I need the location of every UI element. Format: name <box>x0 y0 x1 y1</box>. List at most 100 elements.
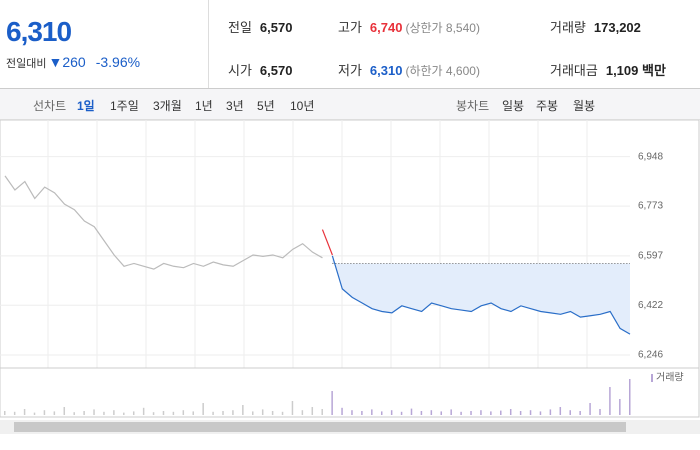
stat-sub: (상한가 8,540) <box>405 21 480 35</box>
volume-bar <box>132 411 135 415</box>
change-value: 260 <box>62 54 86 70</box>
plot-border <box>0 120 700 418</box>
volume-bar <box>490 411 492 415</box>
stat: 시가 6,570 <box>228 60 292 79</box>
change: 전일대비 ▼260 -3.96% <box>6 54 140 71</box>
summary: 6,310 전일대비 ▼260 -3.96% 전일 6,570 고가 6,740 (상한가 … <box>0 0 700 89</box>
volume-bar <box>609 387 611 415</box>
tab[interactable]: 5년 <box>257 99 275 113</box>
volume-bar <box>43 410 46 415</box>
legend-swatch <box>651 374 653 382</box>
scroll-thumb <box>14 422 626 432</box>
volume-bar <box>619 399 621 415</box>
price-line <box>331 255 631 335</box>
volume-bar <box>400 411 403 415</box>
volume-bar <box>152 412 155 415</box>
tab-bar: 선차트 1일 1주일 3개월 1년 3년 5년 10년 봉차트 일봉 주봉 월봉 <box>0 89 700 120</box>
stat-label: 고가 <box>338 20 362 35</box>
volume-bar <box>73 412 75 415</box>
stat-value: 6,570 <box>259 63 293 78</box>
area-fill <box>332 255 630 335</box>
volume-bar <box>123 412 125 415</box>
volume-bar <box>103 411 105 415</box>
tab[interactable]: 1일 <box>77 99 95 113</box>
volume-bar <box>202 403 204 415</box>
volume-bar <box>271 411 274 415</box>
volume-bar <box>33 412 36 415</box>
volume-bar <box>341 407 343 415</box>
volume-bar <box>321 409 323 415</box>
tab[interactable]: 3개월 <box>153 99 182 113</box>
stat-value: 6,570 <box>259 20 293 35</box>
volume-bar <box>460 411 462 415</box>
volume-bar <box>142 407 145 415</box>
volume-bar <box>380 411 383 415</box>
tab[interactable]: 3년 <box>226 99 244 113</box>
volume-bar <box>430 410 433 415</box>
volume-bar <box>599 409 601 415</box>
volume-bar <box>589 403 591 415</box>
volume-bar <box>500 410 502 415</box>
volume-bar <box>172 411 175 415</box>
volume-bar <box>519 411 522 415</box>
tab[interactable]: 일봉 <box>502 99 525 113</box>
volume-bar <box>470 411 472 415</box>
volume-bar <box>53 411 56 415</box>
price-line <box>4 175 323 270</box>
volume-bar <box>93 409 95 415</box>
volume-bar <box>311 407 314 415</box>
stat-label: 시가 <box>228 63 252 78</box>
volume-bar <box>351 410 353 415</box>
stat-value: 6,310 <box>369 63 403 78</box>
stat-value: 6,740 <box>369 20 403 35</box>
stat-value: 1,109 백만 <box>605 63 666 78</box>
tab-label: 봉차트 <box>456 99 490 113</box>
volume-bar <box>291 401 294 415</box>
volume-bar <box>579 411 581 415</box>
stat: 전일 6,570 <box>228 17 292 36</box>
volume-bar <box>23 409 26 415</box>
price-box: 6,310 전일대비 ▼260 -3.96% <box>0 0 209 88</box>
tab[interactable]: 월봉 <box>573 99 596 113</box>
volume-bar <box>192 411 194 415</box>
volume-bar <box>371 409 373 415</box>
stat-value: 173,202 <box>593 20 641 35</box>
volume-bar <box>4 411 6 415</box>
stat: 거래량 173,202 <box>550 17 641 36</box>
volume-bar <box>182 410 185 415</box>
change-label: 전일대비 <box>6 58 47 70</box>
volume-bar <box>559 407 562 415</box>
volume-bar <box>212 411 214 415</box>
volume-bar <box>569 410 571 415</box>
price: 6,310 <box>6 16 72 47</box>
legend-label: 거래량 <box>656 372 684 384</box>
tab[interactable]: 1주일 <box>110 99 139 113</box>
volume-bar <box>261 409 264 415</box>
stat-sub: (하한가 4,600) <box>405 64 480 78</box>
volume-bar <box>629 379 631 415</box>
volume-bar <box>390 410 393 415</box>
volume-bar <box>509 409 512 415</box>
volume-bar <box>301 410 304 415</box>
volume-bar <box>331 391 333 415</box>
volume-bar <box>420 411 423 415</box>
volume-bar <box>83 411 85 415</box>
down-icon: ▼ <box>48 54 63 70</box>
tab[interactable]: 1년 <box>195 99 213 113</box>
volume-bar <box>480 410 482 415</box>
stat: 고가 6,740 (상한가 8,540) <box>338 17 480 36</box>
volume-bar <box>450 409 452 415</box>
y-tick-label: 6,597 <box>638 250 663 261</box>
volume-bar <box>232 410 234 415</box>
volume-bar <box>113 410 115 415</box>
tab[interactable]: 10년 <box>290 99 315 113</box>
volume-bar <box>281 411 284 415</box>
tab[interactable]: 주봉 <box>536 99 559 113</box>
change-pct: -3.96% <box>95 54 141 70</box>
stat: 거래대금 1,109 백만 <box>550 60 666 79</box>
volume-bar <box>162 411 165 415</box>
volume-bar <box>63 407 66 415</box>
volume-bar <box>242 405 244 415</box>
stat-label: 거래량 <box>550 20 586 35</box>
